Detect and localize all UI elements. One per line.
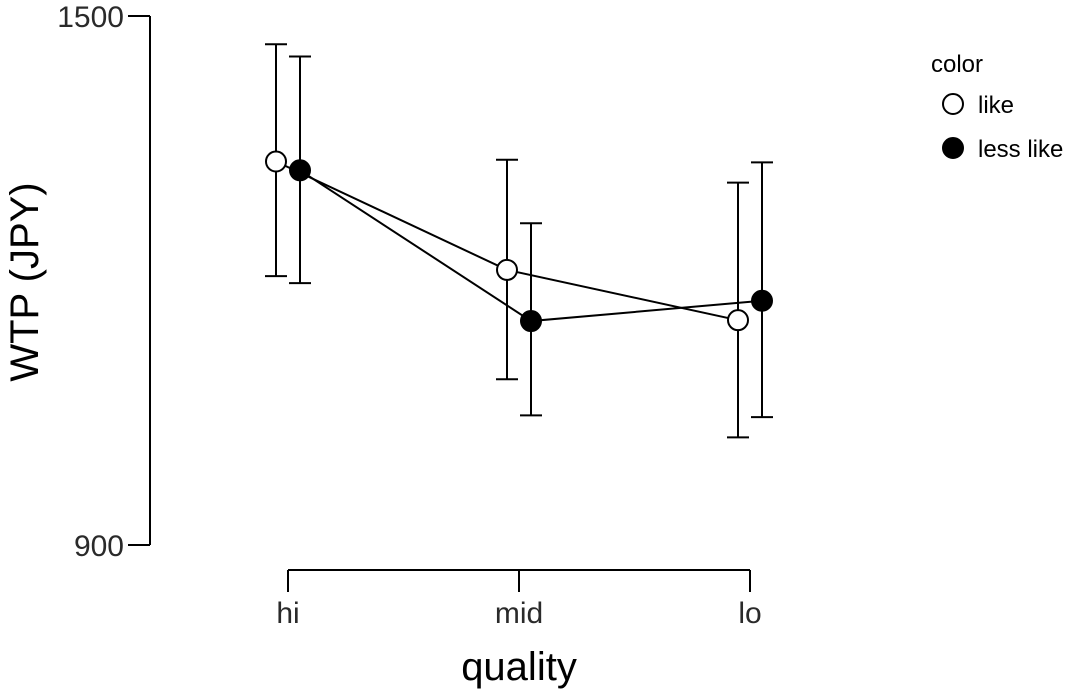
y-tick-label-top: 1500 — [57, 1, 124, 34]
data-points — [265, 150, 773, 333]
y-tick-label-bottom: 900 — [74, 530, 124, 563]
point-less-like-lo — [751, 289, 773, 312]
y-axis: 1500 900 WTP (JPY) — [3, 1, 151, 563]
point-less-like-mid — [520, 310, 542, 333]
point-less-like-hi — [289, 159, 311, 182]
x-tick-label-hi: hi — [276, 597, 299, 630]
x-axis: hi mid lo quality — [276, 569, 762, 689]
error-bar-less-like-lo — [751, 161, 773, 419]
legend-marker-less-like — [942, 137, 964, 159]
legend: color like less like — [931, 51, 1063, 163]
point-like-mid — [496, 258, 518, 281]
legend-marker-like — [942, 93, 964, 115]
point-like-hi — [265, 150, 287, 173]
error-bars — [265, 43, 773, 439]
legend-label-like: like — [978, 92, 1014, 119]
point-like-lo — [727, 309, 749, 332]
x-axis-title: quality — [461, 645, 577, 689]
legend-title: color — [931, 51, 983, 78]
x-tick-label-mid: mid — [495, 597, 543, 630]
y-axis-title: WTP (JPY) — [3, 182, 47, 381]
series-lines — [275, 160, 763, 323]
legend-label-less-like: less like — [978, 136, 1063, 163]
x-tick-label-lo: lo — [738, 597, 761, 630]
